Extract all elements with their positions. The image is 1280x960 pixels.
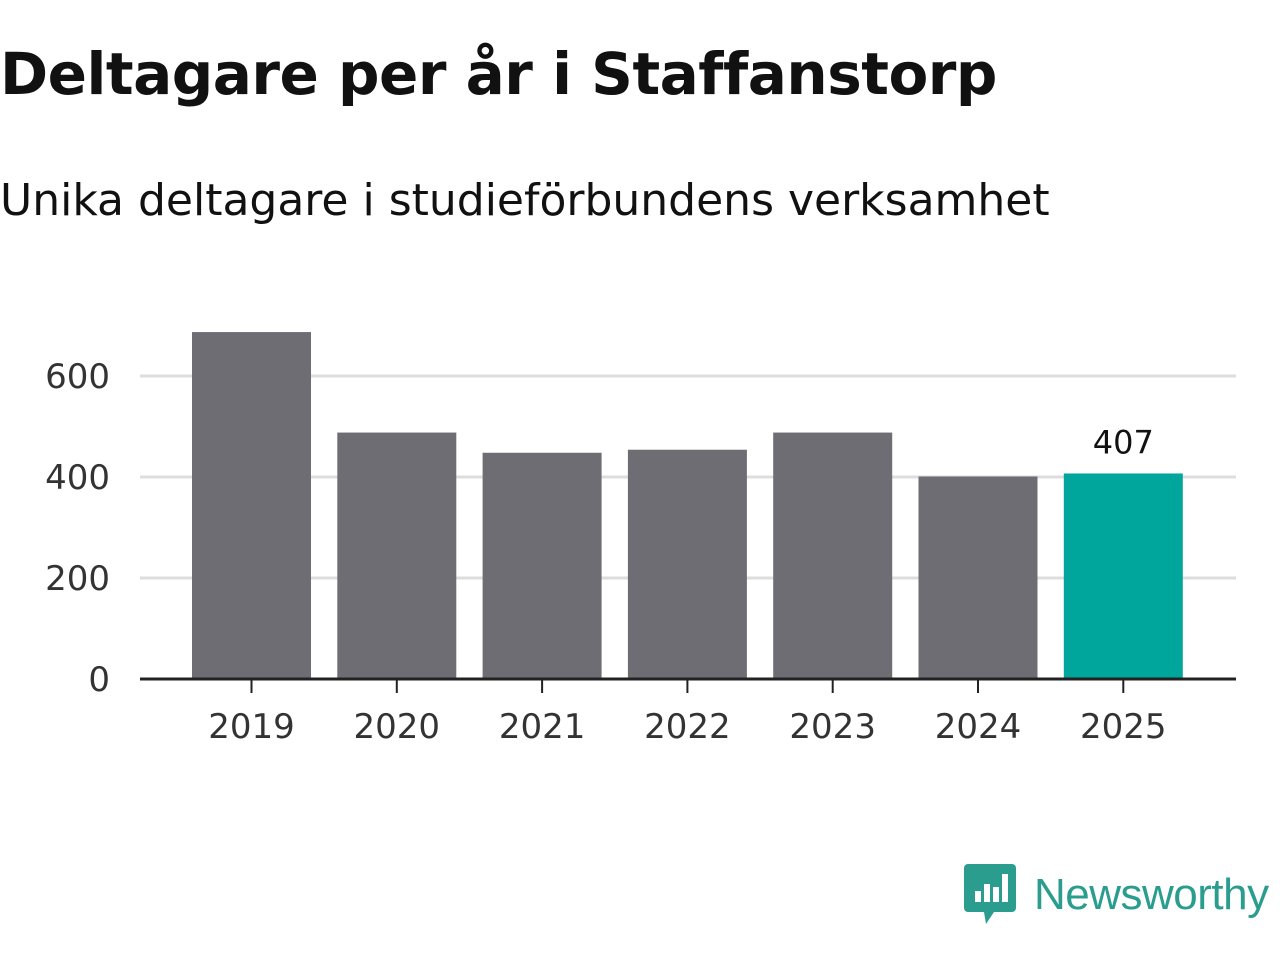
newsworthy-logo: Newsworthy	[964, 864, 1269, 926]
chart-subtitle: Unika deltagare i studieförbundens verks…	[0, 175, 1050, 226]
y-tick-label: 400	[45, 458, 110, 498]
bar-2025	[1063, 473, 1183, 679]
x-tick-label: 2020	[354, 707, 441, 747]
bars	[192, 332, 1183, 679]
axes	[140, 677, 1236, 693]
y-tick-label: 0	[88, 660, 110, 700]
x-tick-label: 2024	[935, 707, 1022, 747]
newsworthy-logo-icon	[964, 864, 1016, 924]
y-tick-label: 600	[45, 357, 110, 397]
brand-name: Newsworthy	[1034, 870, 1269, 919]
x-tick-label: 2021	[499, 707, 586, 747]
x-tick-label: 2025	[1080, 707, 1167, 747]
bar-2021	[482, 452, 602, 679]
data-label-2025: 407	[1093, 423, 1154, 461]
x-tick-label: 2022	[644, 707, 731, 747]
bar-2020	[337, 432, 457, 679]
x-tick-label: 2019	[208, 707, 295, 747]
chart-title: Deltagare per år i Staffanstorp	[0, 40, 997, 108]
bar-2022	[627, 449, 747, 679]
y-tick-label: 200	[45, 559, 110, 599]
x-tick-label: 2023	[789, 707, 876, 747]
bar-2024	[918, 476, 1038, 679]
bar-2019	[192, 332, 311, 679]
bar-2023	[773, 432, 893, 679]
labels: 0 200 400 600 2019 2020 2021 2022 2023 2024 2025 40…	[45, 357, 1166, 747]
